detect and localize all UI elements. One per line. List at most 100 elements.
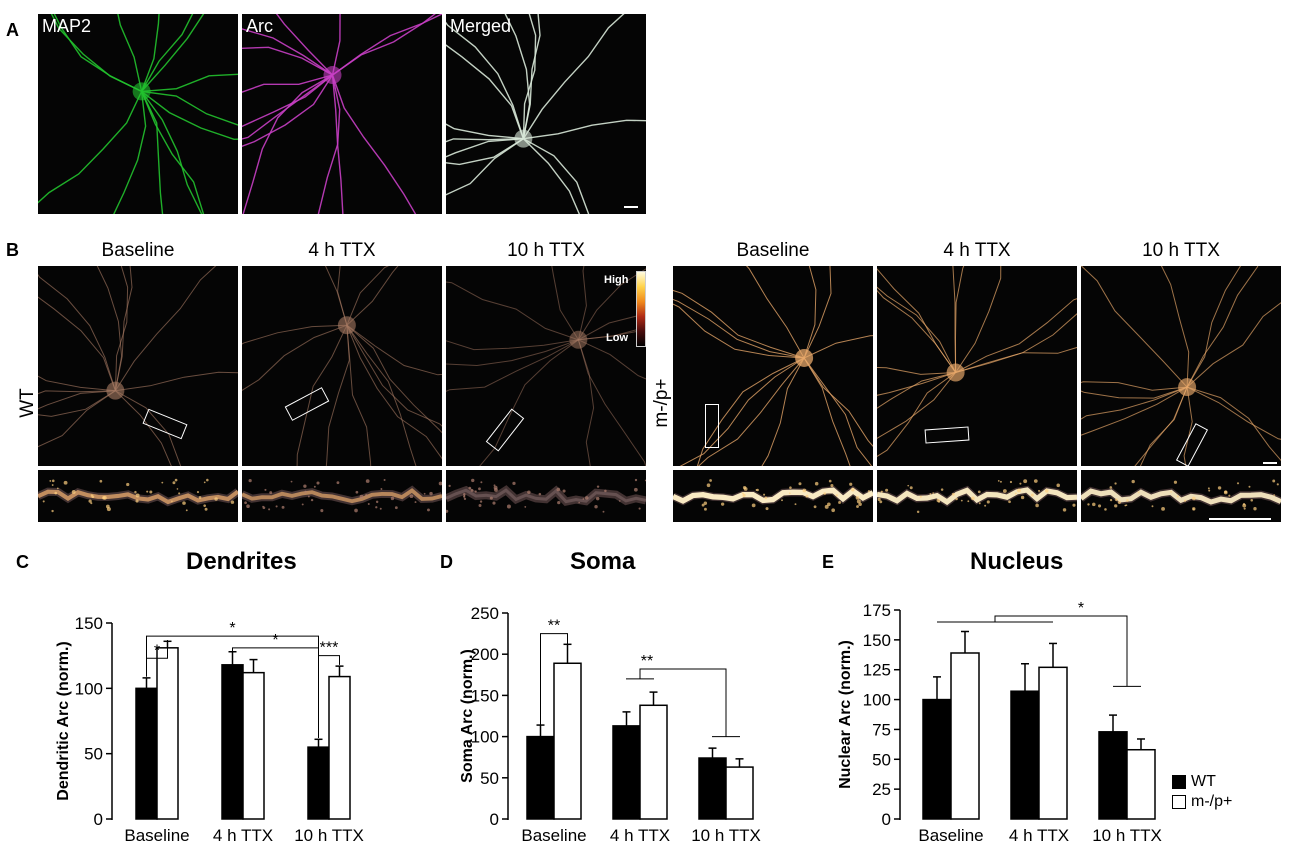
dendrite-path bbox=[446, 21, 525, 139]
arc-puncta bbox=[409, 494, 414, 499]
micrograph-wt-baseline bbox=[38, 266, 238, 466]
arc-puncta bbox=[1173, 480, 1178, 484]
dendrite-path bbox=[38, 390, 116, 417]
dendrite-path bbox=[38, 91, 143, 204]
dendrite-path bbox=[1081, 488, 1281, 505]
arc-puncta bbox=[135, 493, 140, 498]
panel-letter-b: B bbox=[6, 240, 19, 260]
arc-puncta bbox=[102, 496, 106, 500]
chart-title: Dendrites bbox=[186, 548, 297, 575]
arc-puncta bbox=[54, 491, 58, 495]
dendrite-path bbox=[114, 266, 129, 391]
chart-soma: 0 50 100 150 200 250 Soma Arc (norm.) Baseline 4… bbox=[420, 580, 810, 856]
arc-puncta bbox=[304, 490, 307, 493]
channel-label: Merged bbox=[450, 16, 512, 36]
dendrite-path bbox=[952, 266, 957, 373]
arc-puncta bbox=[909, 486, 913, 490]
arc-puncta bbox=[471, 478, 475, 483]
chart-svg: 0 25 50 75 100 125 150 175 Nuclear Arc (norm.) Ba… bbox=[837, 600, 1162, 845]
arc-puncta bbox=[704, 507, 707, 511]
x-tick-label: 10 h TTX bbox=[691, 826, 761, 845]
y-tick-label: 0 bbox=[882, 810, 891, 829]
dendrite-path bbox=[446, 138, 524, 143]
arc-puncta bbox=[206, 478, 209, 482]
dendrite-path bbox=[115, 390, 172, 466]
arc-puncta bbox=[1161, 506, 1165, 511]
arc-puncta bbox=[438, 481, 442, 486]
neuron-image bbox=[242, 14, 442, 214]
arc-puncta bbox=[960, 499, 963, 502]
condition-label: 10 h TTX bbox=[507, 240, 585, 261]
y-tick-label: 200 bbox=[471, 645, 499, 664]
arc-puncta bbox=[824, 504, 829, 509]
arc-puncta bbox=[1092, 502, 1096, 507]
arc-puncta bbox=[1114, 504, 1118, 508]
soma bbox=[795, 348, 814, 367]
arc-puncta bbox=[788, 492, 791, 495]
dendrite-path bbox=[317, 74, 341, 214]
dendrite-path bbox=[522, 138, 581, 214]
dendrite-strip bbox=[446, 470, 646, 522]
arc-puncta bbox=[798, 482, 802, 486]
x-tick-label: 10 h TTX bbox=[1092, 826, 1162, 845]
arc-puncta bbox=[703, 501, 708, 505]
arc-puncta bbox=[794, 503, 797, 506]
dendrite-path bbox=[346, 324, 442, 427]
arc-puncta bbox=[56, 487, 59, 490]
dendrite-path bbox=[673, 298, 805, 359]
dendrite-path bbox=[446, 138, 524, 196]
y-axis-label: Dendritic Arc (norm.) bbox=[55, 641, 72, 800]
bar bbox=[1126, 748, 1156, 820]
dendrite-path bbox=[803, 357, 873, 447]
lut-low-label: Low bbox=[606, 332, 628, 344]
arc-puncta bbox=[940, 488, 944, 491]
dendrite-path bbox=[578, 313, 646, 341]
dendrite-path bbox=[1081, 381, 1188, 391]
dendrite-path bbox=[955, 266, 1002, 373]
arc-puncta bbox=[1062, 508, 1067, 512]
arc-puncta bbox=[1008, 500, 1011, 504]
arc-puncta bbox=[365, 479, 370, 483]
arc-puncta bbox=[1236, 482, 1240, 485]
arc-puncta bbox=[99, 479, 103, 483]
y-tick-label: 150 bbox=[863, 631, 891, 650]
arc-puncta bbox=[106, 507, 111, 512]
arc-puncta bbox=[1208, 489, 1211, 492]
arc-puncta bbox=[633, 487, 638, 492]
dendrite-path bbox=[38, 274, 116, 391]
arc-puncta bbox=[262, 505, 264, 508]
neuron-image bbox=[38, 266, 238, 466]
arc-puncta bbox=[135, 499, 139, 503]
panel-letter-e: E bbox=[822, 552, 835, 572]
bar bbox=[526, 735, 555, 820]
arc-puncta bbox=[709, 479, 712, 482]
arc-puncta bbox=[244, 501, 247, 505]
dendrite-path bbox=[446, 123, 524, 140]
arc-puncta bbox=[367, 502, 370, 505]
channel-label: Arc bbox=[246, 16, 273, 36]
arc-puncta bbox=[303, 484, 307, 488]
arc-puncta bbox=[492, 501, 496, 505]
sig-bracket bbox=[540, 633, 568, 726]
lut-bar bbox=[636, 271, 646, 347]
y-tick-label: 100 bbox=[471, 728, 499, 747]
arc-puncta bbox=[831, 508, 835, 513]
dendrite-path bbox=[577, 268, 646, 341]
bar bbox=[156, 647, 179, 820]
dendrite-path bbox=[331, 74, 344, 214]
scale-bar bbox=[1263, 462, 1277, 464]
arc-puncta bbox=[1019, 482, 1022, 485]
dendrite-path bbox=[577, 339, 646, 466]
dendrite-path bbox=[955, 298, 1077, 373]
arc-puncta bbox=[88, 499, 92, 503]
soma bbox=[132, 82, 151, 101]
arc-puncta bbox=[701, 503, 705, 507]
arc-puncta bbox=[1131, 479, 1135, 484]
micrograph-wt-4h bbox=[242, 266, 442, 466]
arc-puncta bbox=[1114, 482, 1117, 485]
dendrite-path bbox=[140, 91, 164, 214]
dendrite-path bbox=[803, 266, 832, 359]
arc-puncta bbox=[354, 508, 358, 513]
arc-puncta bbox=[856, 505, 859, 508]
x-tick-label: Baseline bbox=[918, 826, 983, 845]
